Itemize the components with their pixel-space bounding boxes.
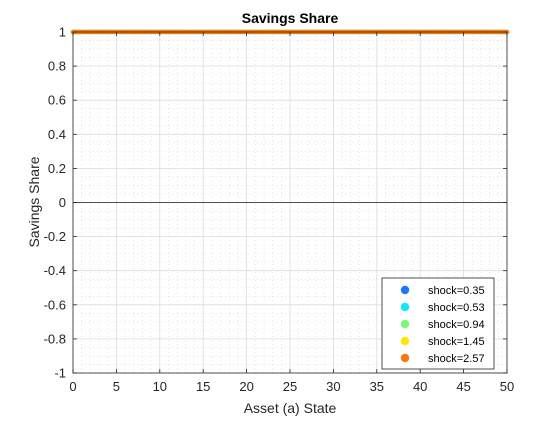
x-tick-label: 25: [283, 379, 297, 394]
legend-marker: [400, 302, 410, 312]
x-tick-label: 50: [500, 379, 514, 394]
legend-item: shock=0.35: [400, 285, 485, 297]
legend-item: shock=1.45: [400, 336, 485, 348]
y-tick-label: 0.6: [48, 93, 66, 108]
x-tick-label: 35: [370, 379, 384, 394]
x-tick-label: 10: [153, 379, 167, 394]
x-tick-label: 40: [413, 379, 427, 394]
x-tick-label: 0: [69, 379, 76, 394]
y-tick-label: 0.8: [48, 59, 66, 74]
y-tick-label: -0.8: [44, 331, 66, 346]
x-tick-label: 30: [326, 379, 340, 394]
legend-label: shock=0.53: [428, 302, 485, 314]
x-tick-label: 45: [456, 379, 470, 394]
legend-box: [381, 277, 495, 370]
ticks-layer: 0 5 10 15 20 25 30 35 40 45 50 -1 -0.8 -0.6 -0.4 -0.2 0 0…: [44, 25, 515, 395]
chart-title: Savings Share: [242, 10, 339, 26]
y-tick-label: 0.4: [48, 127, 66, 142]
legend-marker: [400, 285, 410, 295]
legend-label: shock=2.57: [428, 353, 485, 365]
y-tick-label: -0.4: [44, 263, 66, 278]
x-tick-label: 5: [113, 379, 120, 394]
y-tick-label: -0.2: [44, 229, 66, 244]
legend: shock=0.35 shock=0.53 shock=0.94 shock=1.45…: [381, 277, 495, 370]
x-axis-label: Asset (a) State: [244, 400, 337, 416]
legend-item: shock=2.57: [400, 353, 485, 365]
y-tick-label: 0: [59, 195, 66, 210]
legend-marker: [400, 353, 410, 363]
x-tick-label: 15: [196, 379, 210, 394]
y-tick-label: 1: [59, 25, 66, 40]
legend-marker: [400, 336, 410, 346]
legend-label: shock=0.35: [428, 285, 485, 297]
legend-marker: [400, 319, 410, 329]
x-tick-label: 20: [239, 379, 253, 394]
legend-label: shock=0.94: [428, 319, 485, 331]
legend-label: shock=1.45: [428, 336, 485, 348]
y-tick-label: 0.2: [48, 161, 66, 176]
y-tick-label: -0.6: [44, 297, 66, 312]
y-tick-label: -1: [54, 366, 66, 381]
legend-item: shock=0.94: [400, 319, 485, 331]
legend-item: shock=0.53: [400, 302, 485, 314]
y-axis-label: Savings Share: [26, 156, 42, 247]
